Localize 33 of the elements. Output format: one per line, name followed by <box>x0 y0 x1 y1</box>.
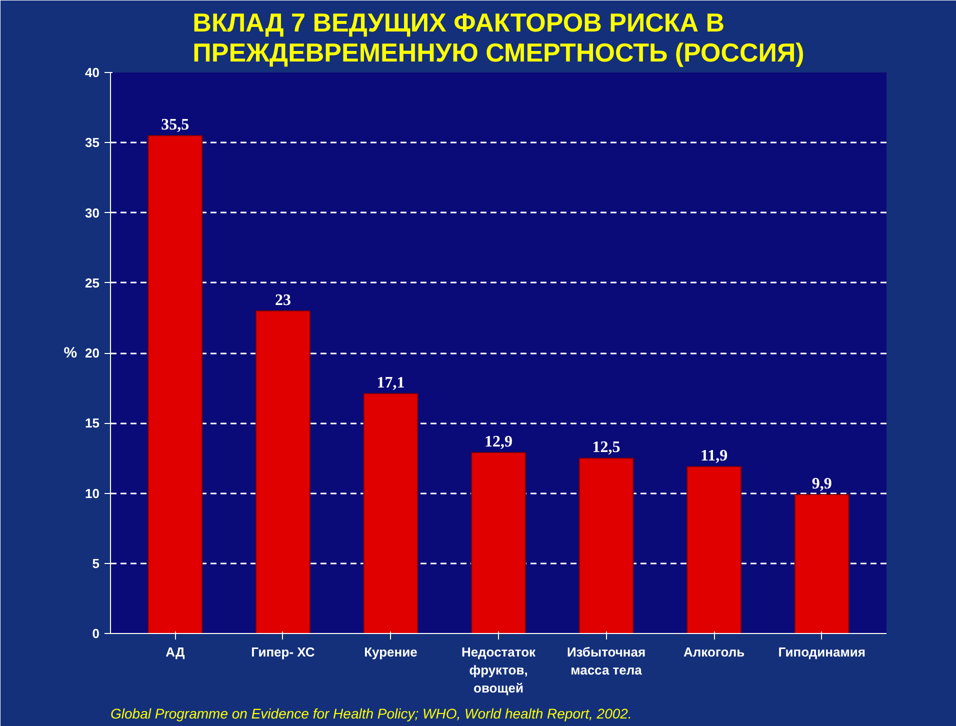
data-label: 23 <box>274 292 291 309</box>
y-tick-label: 30 <box>85 205 100 220</box>
bar <box>471 452 526 634</box>
y-axis-title: % <box>64 344 78 362</box>
y-tick-label: 10 <box>85 486 100 501</box>
x-tick-label: Недостаток фруктов, овощей <box>461 644 536 696</box>
x-tick-label: Курение <box>364 644 418 660</box>
bar <box>256 310 310 634</box>
data-label: 12,9 <box>484 434 512 451</box>
y-tick-label: 5 <box>92 556 100 571</box>
y-tick-label: 20 <box>85 346 100 360</box>
chart-title: ВКЛАД 7 ВЕДУЩИХ ФАКТОРОВ РИСКА В ПРЕЖДЕВРЕМЕННУЮ СМЕРТНОСТЬ (РОССИЯ) <box>192 8 804 68</box>
bar <box>686 466 742 634</box>
data-label: 17,1 <box>376 374 405 392</box>
y-tick-label: 25 <box>85 275 100 290</box>
text: Global Programme on Evidence for Health Policy; WHO, World health Report, 2002. <box>110 706 632 722</box>
x-tick-label: Избыточная масса тела <box>566 644 646 678</box>
data-label: 11,9 <box>700 448 728 465</box>
bar <box>578 458 634 634</box>
y-tick-label: 0 <box>92 626 100 641</box>
y-tick-label: 35 <box>85 135 100 150</box>
bar <box>363 393 418 634</box>
bar <box>148 135 203 634</box>
y-tick-label: 40 <box>85 65 100 80</box>
data-label: 35,5 <box>161 116 190 134</box>
data-label: 12,5 <box>592 439 620 456</box>
data-label: 9,9 <box>812 476 832 493</box>
bar <box>794 494 850 634</box>
x-tick-label: Гиподинамия <box>778 644 866 660</box>
x-tick-label: АД <box>166 644 186 660</box>
x-tick-label: Алкоголь <box>684 644 745 660</box>
x-tick-label: Гипер- ХС <box>251 644 316 660</box>
y-tick-label: 15 <box>85 416 100 431</box>
